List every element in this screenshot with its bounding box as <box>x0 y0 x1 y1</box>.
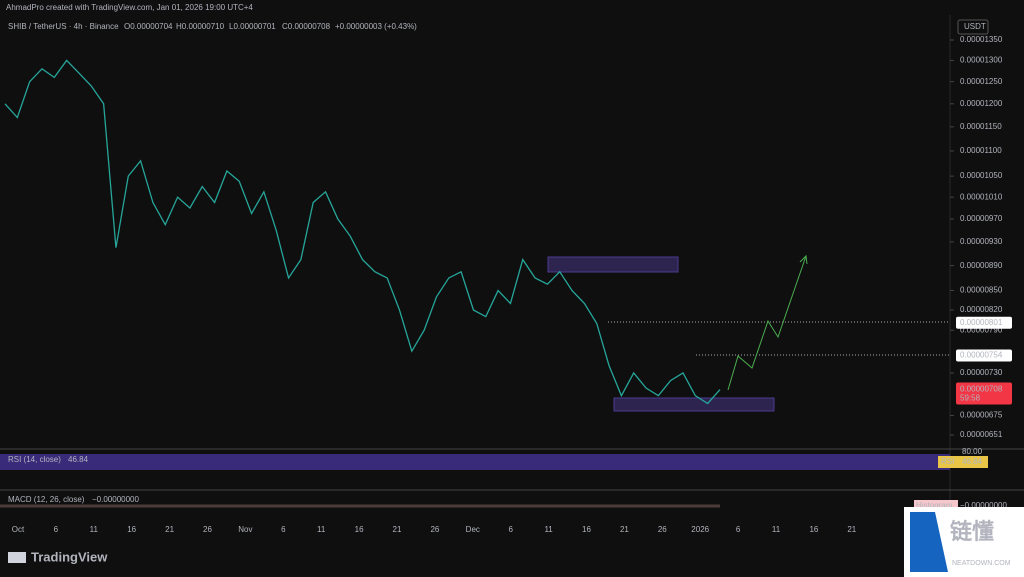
y-tick-label: 0.00001200 <box>960 99 1003 108</box>
y-tick-label: 0.00000930 <box>960 237 1003 246</box>
time-label: 26 <box>658 525 667 534</box>
zone-upper <box>547 256 679 273</box>
price-badge-label: 0.00000754 <box>960 351 1003 360</box>
symbol: SHIB / TetherUS · 4h · Binance <box>8 22 119 31</box>
time-label: 21 <box>847 525 856 534</box>
time-axis: Oct 6 11 16 21 26 Nov 6 11 16 21 26 Dec 6 11 16 21 26 2026… <box>12 525 857 534</box>
time-label: Nov <box>238 525 252 534</box>
rsi-tag-bg <box>938 456 958 468</box>
macd-label: MACD (12, 26, close) <box>8 495 85 504</box>
rsi-level: 80.00 <box>962 447 983 456</box>
y-tick-label: 0.00000730 <box>960 368 1003 377</box>
rsi-axis-value: 46.84 <box>962 457 983 466</box>
price-line <box>4 59 721 405</box>
projection-arrow <box>799 254 808 265</box>
time-label: 26 <box>430 525 439 534</box>
time-label: 21 <box>165 525 174 534</box>
macd-value: −0.00000000 <box>92 495 139 504</box>
ohlc-value: +0.00000003 (+0.43%) <box>335 22 417 31</box>
time-label: 11 <box>544 525 553 534</box>
macd-tag-bg <box>914 500 958 511</box>
rsi-tag: RSI <box>941 457 954 466</box>
time-label: 16 <box>809 525 818 534</box>
time-label: 16 <box>582 525 591 534</box>
tv-logo <box>8 552 26 563</box>
y-tick-label: 0.00001010 <box>960 192 1003 201</box>
time-label: 16 <box>355 525 364 534</box>
watermark-url: NEATDOWN.COM <box>952 560 1011 567</box>
time-label: Dec <box>466 525 480 534</box>
time-label: 6 <box>54 525 59 534</box>
brand: TradingView <box>31 549 108 564</box>
time-label: 26 <box>203 525 212 534</box>
y-tick-label: 0.00001250 <box>960 77 1003 86</box>
time-label: 11 <box>772 525 781 534</box>
ohlc-value: C0.00000708 <box>282 22 331 31</box>
time-label: 11 <box>90 525 99 534</box>
y-tick-label: 0.00000675 <box>960 411 1003 420</box>
time-label: 6 <box>281 525 286 534</box>
y-tick-label: 0.00001300 <box>960 56 1003 65</box>
price-badge <box>956 316 1012 329</box>
ohlc-value: O0.00000704 <box>124 22 173 31</box>
y-tick-label: 0.00000651 <box>960 430 1003 439</box>
time-label: 2026 <box>691 525 709 534</box>
rsi-label: RSI (14, close) <box>8 455 61 464</box>
time-label: Oct <box>12 525 25 534</box>
time-label: 11 <box>317 525 326 534</box>
currency[interactable]: USDT <box>964 22 986 31</box>
y-tick-label: 0.00000820 <box>960 305 1003 314</box>
time-label: 16 <box>127 525 136 534</box>
y-tick-label: 0.00000970 <box>960 214 1003 223</box>
y-tick-label: 0.00000790 <box>960 325 1003 334</box>
author: AhmadPro created with TradingView.com, J… <box>6 3 253 12</box>
rsi-value-bg <box>958 456 988 468</box>
projection <box>727 255 807 391</box>
y-tick-label: 0.00000890 <box>960 261 1003 270</box>
price-badge <box>956 349 1012 362</box>
y-tick-label: 0.00000850 <box>960 286 1003 295</box>
rsi-band <box>0 454 950 470</box>
macd-tag-value: −0.00000000 <box>960 501 1007 510</box>
time-label: 6 <box>508 525 513 534</box>
zone-lower <box>613 397 775 412</box>
y-tick-label: 0.00001350 <box>960 35 1003 44</box>
time-label: 6 <box>736 525 741 534</box>
currency-box[interactable] <box>957 19 989 35</box>
ohlc-value: L0.00000701 <box>229 22 276 31</box>
price-badge-label: 0.00000801 <box>960 318 1003 327</box>
y-tick-label: 0.00001050 <box>960 171 1003 180</box>
rsi-value: 46.84 <box>68 455 89 464</box>
watermark-logo <box>910 512 948 572</box>
last-price-timer: 59:58 <box>960 394 981 403</box>
time-label: 21 <box>393 525 402 534</box>
time-label: 21 <box>620 525 629 534</box>
y-tick-label: 0.00001100 <box>960 146 1002 155</box>
y-tick-label: 0.00001150 <box>960 122 1002 131</box>
watermark: 链懂 <box>950 519 994 544</box>
macd-tag: Histogram <box>916 501 953 510</box>
ohlc: O0.00000704 H0.00000710 L0.00000701 C0.0000… <box>124 22 417 31</box>
ohlc-value: H0.00000710 <box>176 22 225 31</box>
last-price: 0.00000708 <box>960 385 1003 394</box>
last-price-badge <box>956 382 1012 405</box>
